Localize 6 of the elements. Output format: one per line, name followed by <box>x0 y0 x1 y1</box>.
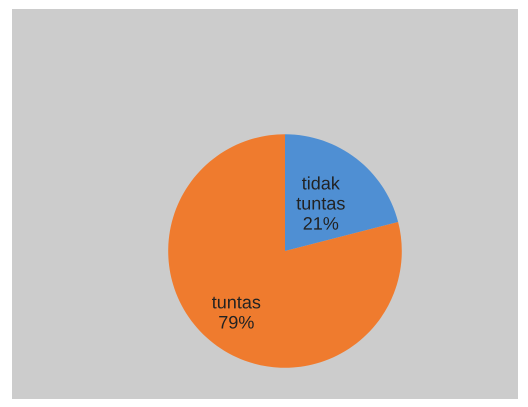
slice-label: tidak tuntas <box>296 176 345 210</box>
pie-slice <box>168 134 402 368</box>
data-label: 21% <box>304 217 338 230</box>
data-label: 79% <box>219 316 254 329</box>
slice-label: tuntas <box>212 296 260 309</box>
pie-slice <box>285 134 398 251</box>
